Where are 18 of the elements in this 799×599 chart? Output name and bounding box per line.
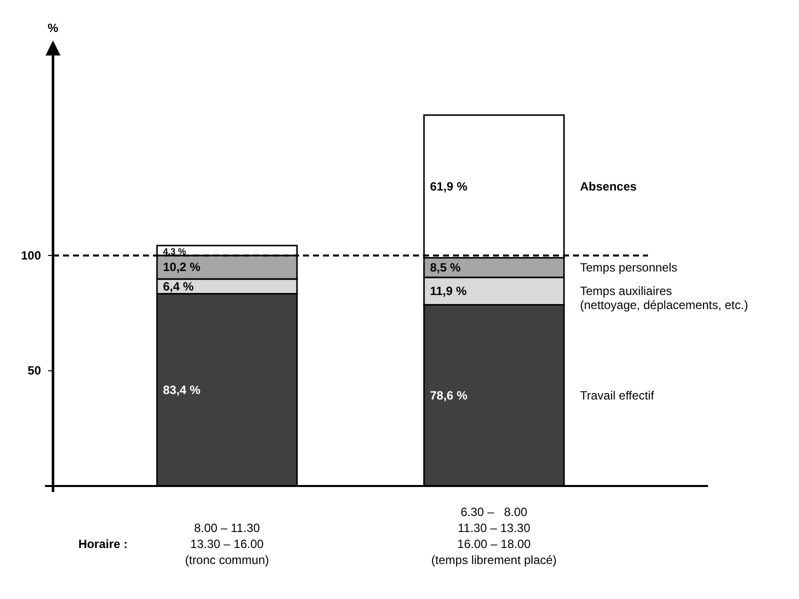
data-label: 11,9 %: [430, 284, 468, 298]
x-axis-title: Horaire :: [78, 537, 128, 551]
y-axis-title: %: [48, 21, 59, 35]
y-tick-label: 100: [20, 248, 42, 262]
x-tick-label: 6.30 – 8.00 11.30 – 13.30 16.00 – 18.00 (temps librement placé): [431, 505, 557, 567]
data-label: 83,4 %: [163, 382, 201, 397]
series-label: Travail effectif: [580, 388, 655, 402]
data-label: 8,5 %: [430, 260, 462, 275]
series-label: Temps auxiliaires (nettoyage, déplacements, etc.): [580, 284, 748, 312]
data-label: 4,3 %: [163, 246, 186, 257]
data-label: 6,4 %: [163, 279, 194, 294]
x-tick-label: 8.00 – 11.30 13.30 – 16.00 (tronc commun): [184, 521, 270, 567]
data-label: 61,9 %: [430, 179, 468, 194]
data-label: 10,2 %: [163, 260, 201, 274]
series-label: Temps personnels: [580, 260, 678, 275]
y-tick-label: 50: [28, 364, 42, 378]
data-label: 78,6 %: [430, 388, 468, 402]
series-label: Absences: [580, 179, 638, 194]
